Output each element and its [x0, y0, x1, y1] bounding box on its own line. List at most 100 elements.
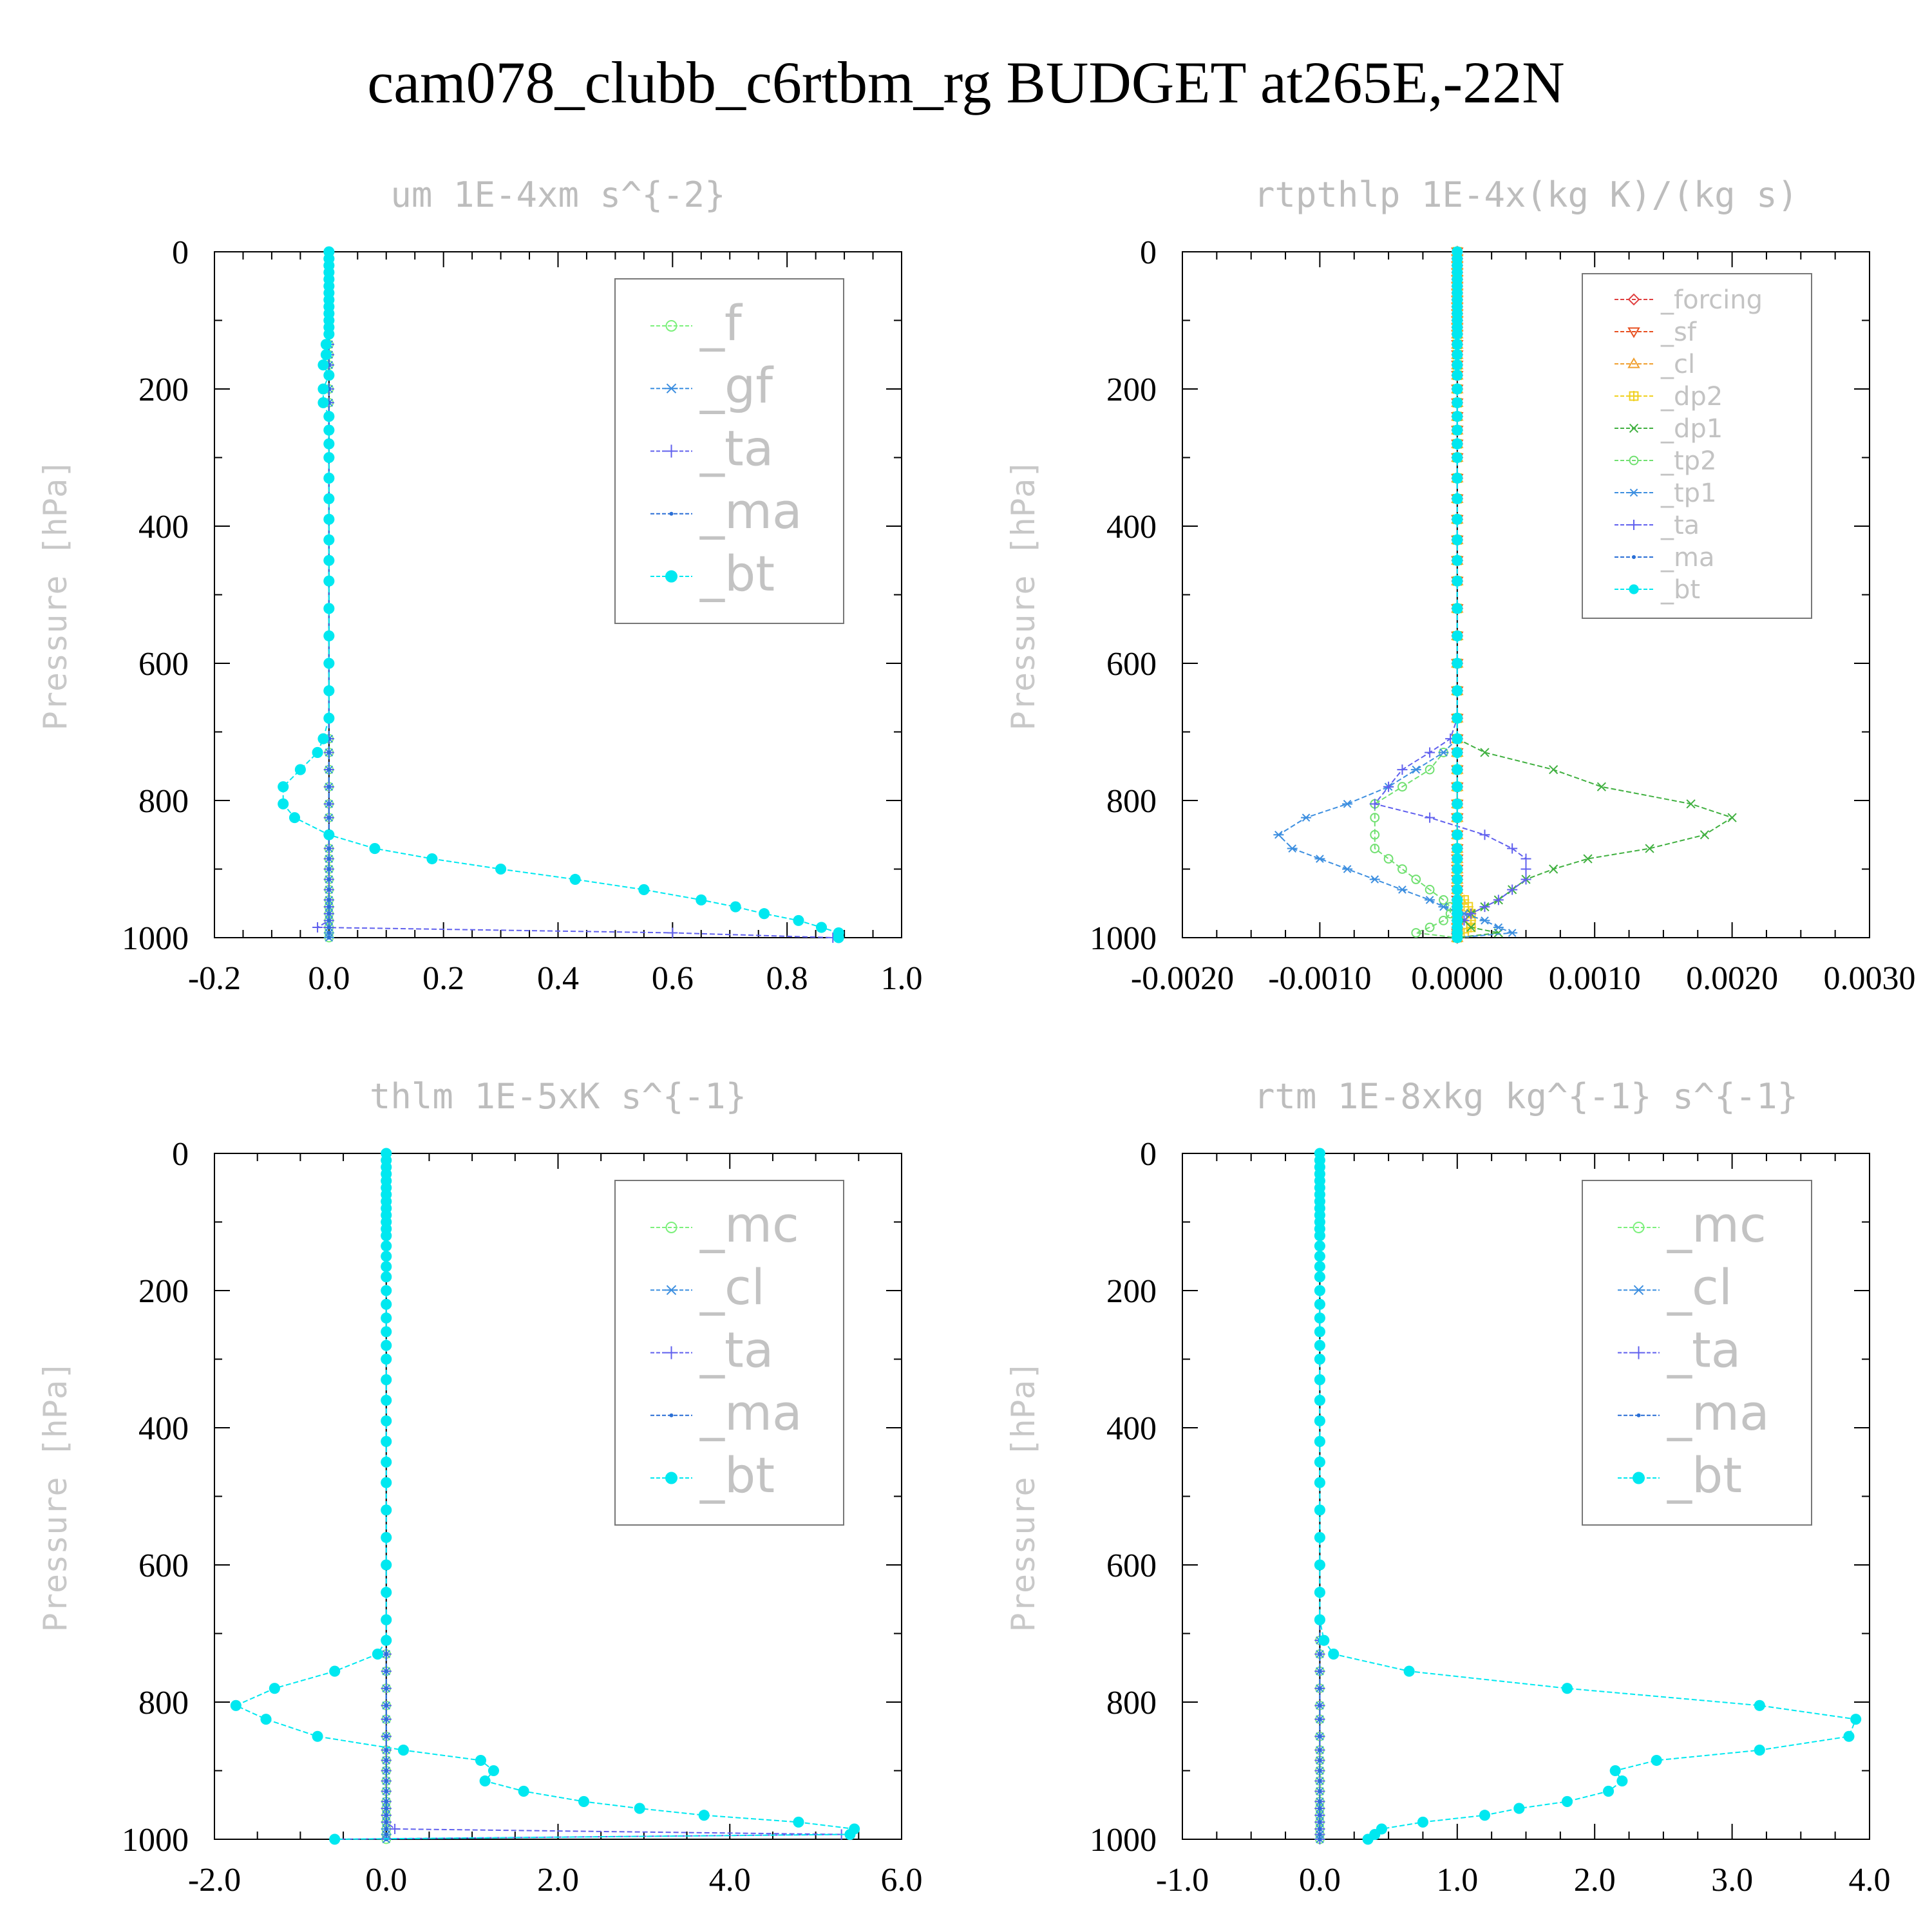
- data-point: [1466, 908, 1477, 919]
- data-point: [1520, 853, 1531, 864]
- x-tick-label: 0.0: [1299, 1862, 1341, 1899]
- data-point: [1452, 370, 1463, 381]
- data-point: [381, 1230, 392, 1242]
- data-point: [381, 1271, 392, 1283]
- data-point: [1370, 813, 1380, 823]
- legend-label: _tp1: [1660, 478, 1717, 508]
- data-point: [1314, 1353, 1325, 1365]
- data-point: [323, 829, 335, 840]
- panel-rtpthlp: rtpthlp 1E-4x(kg K)/(kg s) Pressure [hPa]…: [1005, 175, 1916, 997]
- data-point: [793, 914, 804, 926]
- legend-item: _bt: [650, 545, 775, 602]
- data-point: [381, 1634, 392, 1646]
- x-tick-label: 0.8: [766, 960, 808, 997]
- legend-marker: [669, 1413, 674, 1417]
- legend-marker: [665, 570, 677, 583]
- legend: _forcing_sf _cl _dp2_dp1_tp2_tp1 _ta _ma_bt: [1582, 273, 1812, 619]
- data-point: [1452, 349, 1463, 361]
- legend-marker: [1632, 555, 1636, 559]
- data-point: [1314, 1298, 1325, 1310]
- panel-um: um 1E-4xm s^{-2} Pressure [hPa] 0 200 400 600…: [37, 175, 923, 997]
- legend-label: _ta: [1660, 511, 1700, 540]
- y-tick-label: 0: [172, 234, 189, 271]
- data-point: [1596, 782, 1606, 791]
- y-tick-label: 400: [138, 1410, 189, 1447]
- x-tick-label: 6.0: [881, 1862, 923, 1899]
- data-point: [317, 359, 329, 371]
- y-tick-label: 600: [138, 1548, 189, 1584]
- legend-marker: [1627, 327, 1640, 338]
- data-point: [1452, 554, 1463, 566]
- data-point: [384, 1806, 388, 1811]
- legend: _f_gf _ta_ma_bt: [614, 278, 844, 624]
- legend-label: _mc: [699, 1196, 799, 1253]
- data-point: [1479, 829, 1490, 840]
- data-point: [384, 1827, 388, 1832]
- data-point: [1318, 1813, 1322, 1817]
- data-point: [1318, 1837, 1322, 1841]
- legend-label: _ma: [1660, 543, 1714, 573]
- legend-marker: [665, 319, 677, 332]
- data-point: [1425, 896, 1435, 904]
- data-point: [294, 764, 306, 775]
- data-point: [1452, 746, 1463, 758]
- y-tick-label: 200: [138, 1273, 189, 1310]
- data-point: [1314, 1394, 1325, 1406]
- data-point: [381, 1261, 392, 1273]
- data-point: [381, 1614, 392, 1625]
- data-point: [317, 383, 329, 395]
- data-point: [381, 1374, 392, 1385]
- data-point: [1397, 864, 1407, 874]
- data-point: [1425, 885, 1435, 895]
- legend-label: _sf: [1660, 317, 1697, 347]
- data-point: [381, 1326, 392, 1338]
- data-point: [384, 1717, 388, 1721]
- data-point: [1452, 733, 1463, 744]
- data-point: [372, 1648, 383, 1660]
- data-point: [1318, 1652, 1322, 1656]
- y-tick-label: 400: [138, 509, 189, 545]
- legend-marker: [665, 444, 678, 458]
- data-point: [1452, 328, 1463, 340]
- x-tick-label: 0.0030: [1824, 960, 1916, 997]
- data-point: [260, 1714, 272, 1725]
- data-point: [1616, 1775, 1628, 1787]
- data-point: [1438, 748, 1449, 757]
- data-point: [278, 798, 289, 810]
- data-point: [1452, 873, 1463, 886]
- data-point: [329, 1833, 341, 1845]
- y-tick-label: 800: [1106, 1685, 1157, 1721]
- panel-title: rtpthlp 1E-4x(kg K)/(kg s): [1254, 175, 1798, 215]
- data-point: [323, 685, 335, 697]
- data-point: [381, 1559, 392, 1571]
- data-point: [1754, 1745, 1765, 1756]
- x-tick-label: -1.0: [1156, 1862, 1209, 1899]
- data-point: [1843, 1730, 1855, 1742]
- legend-marker: [1629, 584, 1639, 594]
- series-tp1: [1273, 247, 1518, 942]
- data-point: [1452, 438, 1463, 450]
- data-point: [1452, 383, 1463, 395]
- data-point: [1314, 1240, 1325, 1252]
- x-tick-label: 0.0: [308, 960, 350, 997]
- data-point: [327, 802, 331, 806]
- data-point: [327, 898, 331, 902]
- legend: _mc_cl_ta_ma_bt: [614, 1180, 844, 1526]
- legend-marker: [665, 1346, 678, 1359]
- legend-label: _bt: [1660, 575, 1700, 605]
- data-point: [369, 843, 381, 855]
- data-point: [384, 1799, 388, 1804]
- data-point: [1507, 929, 1518, 937]
- x-tick-label: 4.0: [1849, 1862, 1891, 1899]
- data-point: [327, 877, 331, 882]
- data-point: [384, 1734, 388, 1739]
- data-point: [1403, 1665, 1415, 1677]
- data-point: [1314, 855, 1325, 863]
- y-tick-label: 1000: [1090, 920, 1157, 957]
- data-point: [833, 932, 844, 943]
- data-point: [320, 339, 332, 350]
- legend-item: _cl: [1618, 1258, 1732, 1316]
- data-point: [381, 1285, 392, 1296]
- x-tick-label: -2.0: [188, 1862, 241, 1899]
- data-point: [323, 630, 335, 641]
